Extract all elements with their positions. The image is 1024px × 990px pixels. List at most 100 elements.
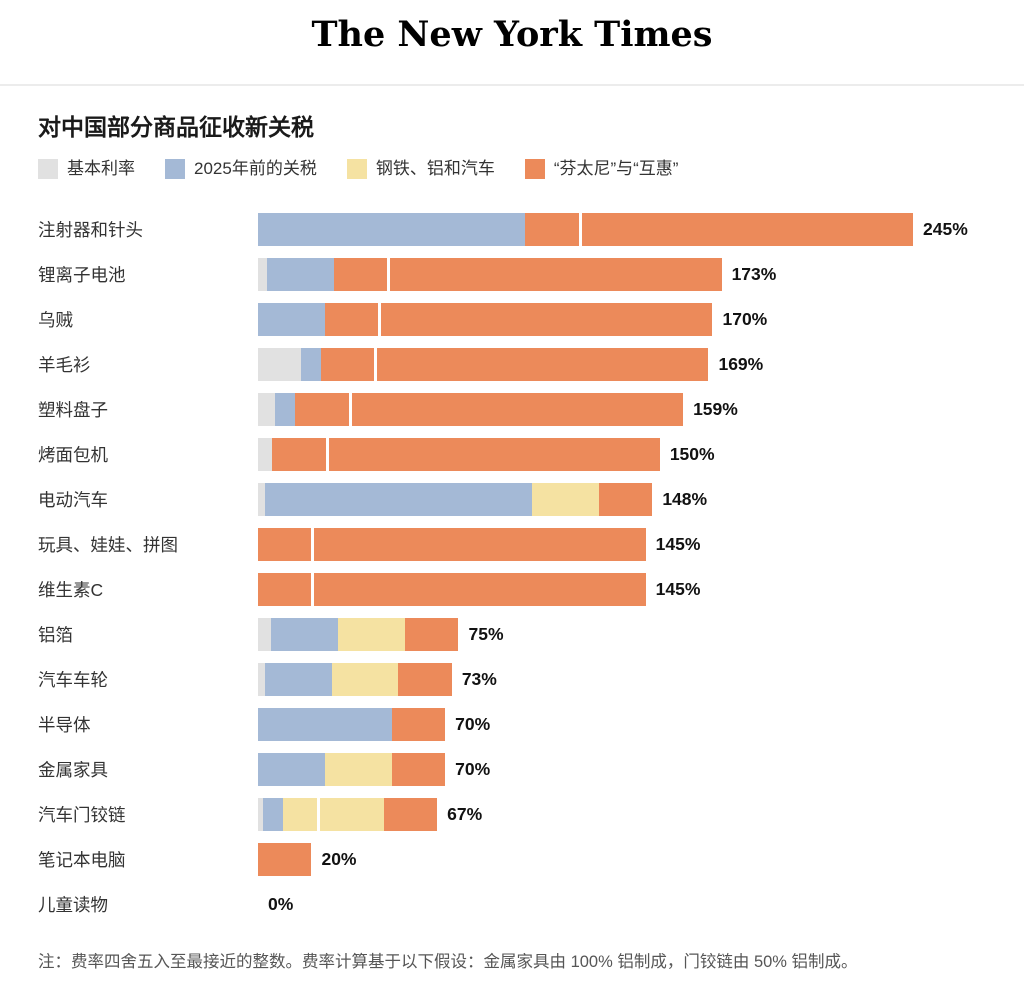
bar-area: 67%	[258, 798, 968, 831]
bar-segment-base	[258, 258, 268, 291]
bar-chart: 注射器和针头 245% 锂离子电池 173% 乌贼 170% 羊毛衫 169% …	[38, 207, 986, 927]
bar-segment-pre2025	[258, 303, 325, 336]
bar-segment-metals	[283, 798, 317, 831]
row-label: 汽车门铰链	[38, 805, 126, 825]
bar-area: 159%	[258, 393, 968, 426]
row-value: 73%	[461, 669, 497, 689]
bar-area: 20%	[258, 843, 968, 876]
bar-segment-fentanyl	[383, 798, 438, 831]
row-label: 玩具、娃娃、拼图	[38, 535, 178, 555]
bar-segment-base	[258, 438, 273, 471]
row-label: 维生素C	[38, 580, 104, 600]
bar-area: 70%	[258, 753, 968, 786]
bar-segment-fentanyl	[391, 708, 446, 741]
bar-segment-fentanyl	[311, 528, 646, 561]
bar-segment-base	[258, 663, 265, 696]
row-value: 159%	[693, 399, 738, 419]
bar-segment-metals	[532, 483, 599, 516]
row-label: 儿童读物	[38, 895, 108, 915]
bar-segment-base	[258, 618, 272, 651]
chart-row: 笔记本电脑 20%	[38, 837, 986, 882]
row-label: 塑料盘子	[38, 400, 108, 420]
bar-track	[258, 303, 713, 336]
bar-track	[258, 618, 459, 651]
row-label: 汽车车轮	[38, 670, 108, 690]
chart-container: 对中国部分商品征收新关税 基本利率 2025年前的关税 钢铁、铝和汽车 “芬太尼…	[0, 112, 1024, 978]
row-value: 169%	[718, 354, 764, 374]
bar-area: 170%	[258, 303, 968, 336]
row-label: 金属家具	[38, 760, 108, 780]
bar-track	[258, 258, 722, 291]
bar-segment-fentanyl	[258, 843, 312, 876]
bar-segment-base	[258, 348, 301, 381]
legend-item-label: 基本利率	[67, 159, 135, 178]
bar-segment-pre2025	[264, 663, 332, 696]
chart-row: 玩具、娃娃、拼图 145%	[38, 522, 986, 567]
bar-segment-pre2025	[300, 348, 321, 381]
bar-segment-fentanyl	[525, 213, 579, 246]
legend-swatch-icon	[38, 159, 58, 179]
chart-row: 儿童读物 0%	[38, 882, 986, 927]
bar-area: 245%	[258, 213, 968, 246]
row-value: 0%	[268, 894, 294, 914]
row-label: 笔记本电脑	[38, 850, 126, 870]
bar-segment-fentanyl	[598, 483, 653, 516]
bar-segment-base	[258, 798, 264, 831]
header-divider	[0, 84, 1024, 86]
row-value: 245%	[923, 219, 968, 239]
bar-segment-pre2025	[258, 213, 526, 246]
bar-track	[258, 438, 660, 471]
bar-track	[258, 213, 913, 246]
bar-area: 73%	[258, 663, 968, 696]
bar-segment-fentanyl	[272, 438, 326, 471]
chart-title: 对中国部分商品征收新关税	[38, 114, 314, 140]
chart-row: 锂离子电池 173%	[38, 252, 986, 297]
chart-row: 汽车门铰链 67%	[38, 792, 986, 837]
bar-segment-base	[258, 393, 276, 426]
legend-item: 钢铁、铝和汽车	[346, 159, 495, 179]
bar-segment-fentanyl	[374, 348, 709, 381]
legend-swatch-icon	[524, 159, 545, 179]
chart-row: 烤面包机 150%	[38, 432, 986, 477]
bar-segment-metals	[331, 663, 399, 696]
bar-area: 173%	[258, 258, 968, 291]
bar-area: 75%	[258, 618, 968, 651]
bar-segment-metals	[316, 798, 384, 831]
bar-area: 145%	[258, 528, 968, 561]
bar-segment-fentanyl	[320, 348, 375, 381]
row-value: 67%	[447, 804, 483, 824]
bar-area: 169%	[258, 348, 968, 381]
bar-segment-pre2025	[258, 708, 392, 741]
bar-segment-fentanyl	[398, 663, 452, 696]
bar-segment-fentanyl	[391, 753, 446, 786]
bar-area: 148%	[258, 483, 968, 516]
row-value: 145%	[655, 534, 701, 554]
chart-row: 乌贼 170%	[38, 297, 986, 342]
row-value: 70%	[455, 759, 491, 779]
masthead: The New York Times	[0, 0, 1024, 70]
bar-segment-pre2025	[264, 483, 533, 516]
bar-track	[258, 393, 684, 426]
bar-track	[258, 798, 438, 831]
bar-segment-fentanyl	[333, 258, 388, 291]
legend-item: 基本利率	[38, 159, 135, 179]
bar-track	[258, 753, 446, 786]
bar-segment-pre2025	[275, 393, 296, 426]
bar-segment-pre2025	[267, 258, 334, 291]
bar-segment-fentanyl	[378, 303, 713, 336]
bar-segment-fentanyl	[311, 573, 646, 606]
row-value: 70%	[455, 714, 491, 734]
bar-track	[258, 483, 653, 516]
chart-row: 维生素C 145%	[38, 567, 986, 612]
bar-segment-metals	[324, 753, 392, 786]
row-value: 150%	[669, 444, 715, 464]
bar-track	[258, 348, 709, 381]
legend: 基本利率 2025年前的关税 钢铁、铝和汽车 “芬太尼”与“互惠”	[38, 159, 986, 179]
bar-segment-fentanyl	[405, 618, 459, 651]
row-label: 铝箔	[38, 625, 73, 645]
row-value: 173%	[731, 264, 777, 284]
chart-row: 金属家具 70%	[38, 747, 986, 792]
bar-area: 150%	[258, 438, 968, 471]
bar-track	[258, 843, 312, 876]
footnote: 注：费率四舍五入至最接近的整数。费率计算基于以下假设：金属家具由 100% 铝制…	[38, 953, 858, 971]
